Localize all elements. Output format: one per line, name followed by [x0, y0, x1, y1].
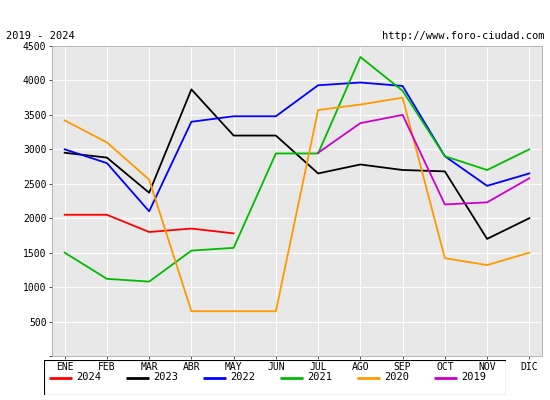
Text: 2024: 2024 — [76, 372, 101, 382]
Text: 2021: 2021 — [307, 372, 332, 382]
Text: 2019: 2019 — [461, 372, 486, 382]
Text: 2023: 2023 — [153, 372, 178, 382]
Text: 2019 - 2024: 2019 - 2024 — [6, 31, 74, 41]
Text: 2022: 2022 — [230, 372, 255, 382]
Text: http://www.foro-ciudad.com: http://www.foro-ciudad.com — [382, 31, 544, 41]
Text: 2020: 2020 — [384, 372, 409, 382]
Text: Evolucion Nº Turistas Nacionales en el municipio de Villarrubia de los Ojos: Evolucion Nº Turistas Nacionales en el m… — [0, 6, 550, 20]
